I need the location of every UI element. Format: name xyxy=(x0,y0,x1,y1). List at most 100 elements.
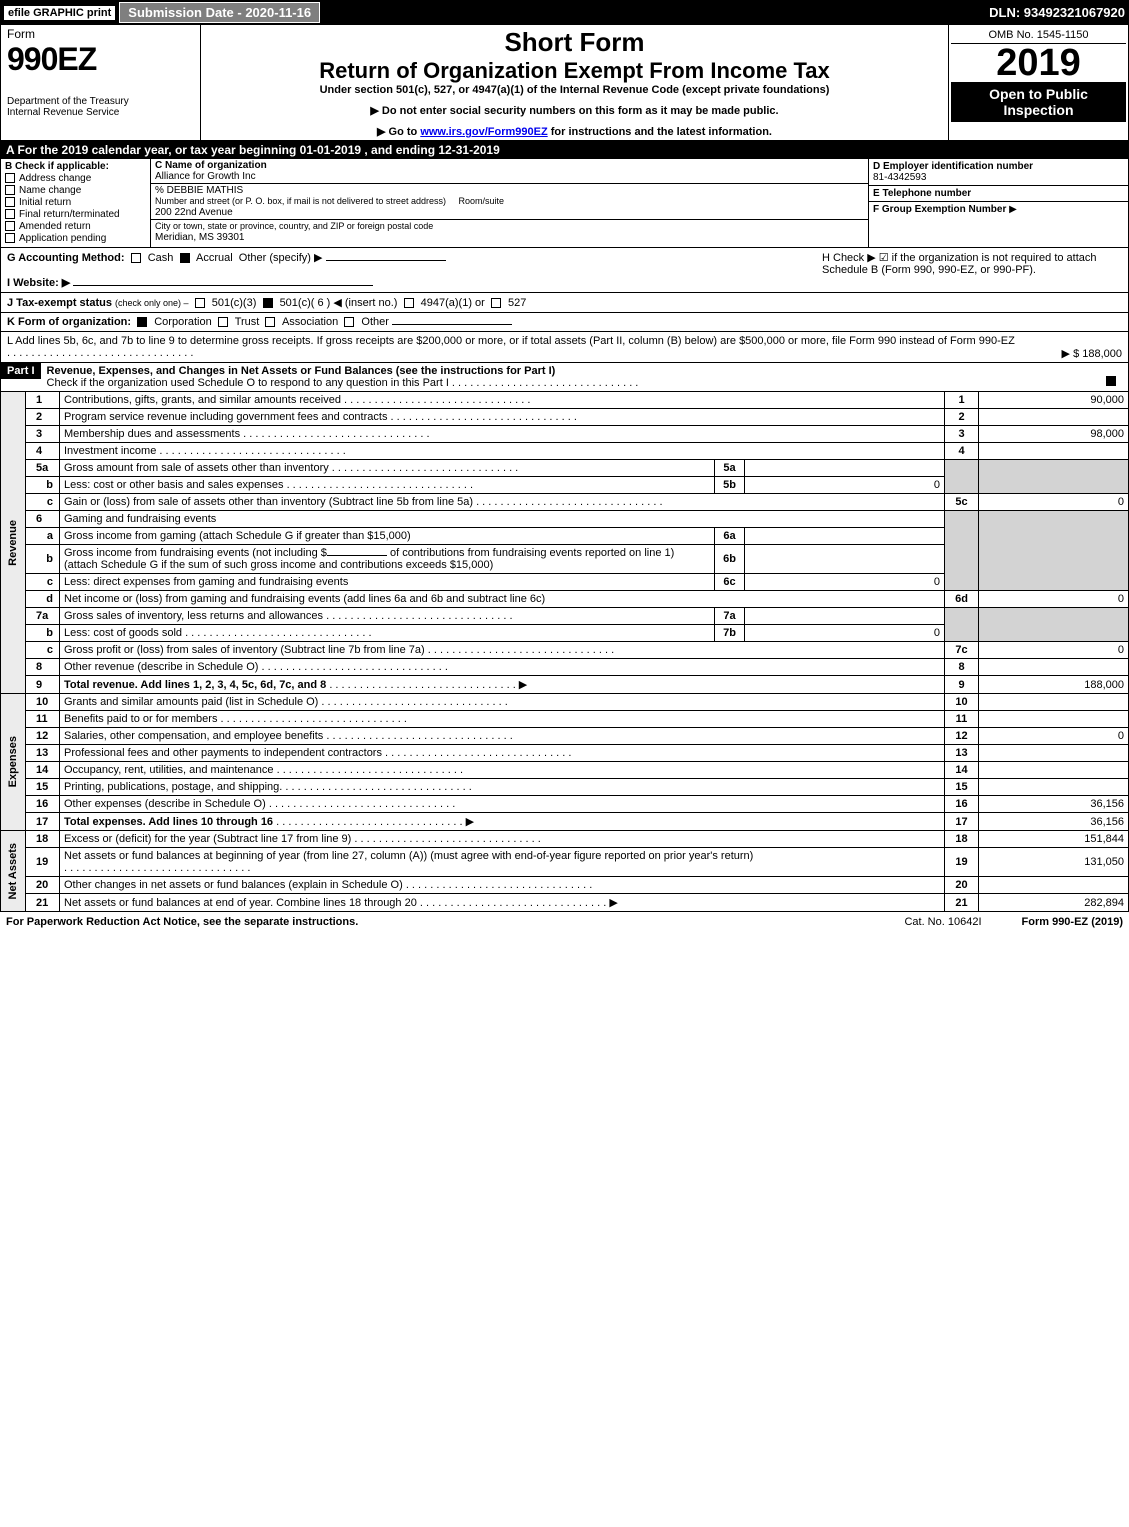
part1-header: Part I Revenue, Expenses, and Changes in… xyxy=(0,363,1129,392)
line-16-val: 36,156 xyxy=(979,796,1129,813)
line-15-val xyxy=(979,779,1129,796)
cb-assoc[interactable] xyxy=(265,317,275,327)
box-d-label: D Employer identification number xyxy=(873,161,1033,172)
cb-trust[interactable] xyxy=(218,317,228,327)
part1-table: Revenue 1Contributions, gifts, grants, a… xyxy=(0,392,1129,912)
row-g-label: G Accounting Method: xyxy=(7,252,125,264)
code-subtitle: Under section 501(c), 527, or 4947(a)(1)… xyxy=(207,84,942,96)
paperwork-notice: For Paperwork Reduction Act Notice, see … xyxy=(6,916,358,928)
form-of-org-row: K Form of organization: Corporation Trus… xyxy=(0,313,1129,332)
line-6b-subval xyxy=(745,545,945,574)
street-label: Number and street (or P. O. box, if mail… xyxy=(155,196,446,206)
room-suite-label: Room/suite xyxy=(458,196,504,206)
line-10-val xyxy=(979,694,1129,711)
header-center: Short Form Return of Organization Exempt… xyxy=(201,25,948,140)
street-address: 200 22nd Avenue xyxy=(155,207,233,218)
row-j-label: J Tax-exempt status xyxy=(7,297,112,309)
goto-link-line: ▶ Go to www.irs.gov/Form990EZ for instru… xyxy=(207,125,942,138)
part1-sub: Check if the organization used Schedule … xyxy=(47,377,449,389)
line-9-val: 188,000 xyxy=(979,676,1129,694)
cb-name-change[interactable]: Name change xyxy=(5,185,146,196)
dept-treasury: Department of the Treasury xyxy=(7,96,194,107)
cb-corp[interactable] xyxy=(137,317,147,327)
line-6d-val: 0 xyxy=(979,591,1129,608)
line-7a-subval xyxy=(745,608,945,625)
line-7c-val: 0 xyxy=(979,642,1129,659)
cb-address-change[interactable]: Address change xyxy=(5,173,146,184)
row-k-label: K Form of organization: xyxy=(7,316,131,328)
row-i-label: I Website: ▶ xyxy=(7,277,70,289)
line-13-val xyxy=(979,745,1129,762)
accounting-method-row: G Accounting Method: Cash Accrual Other … xyxy=(0,248,1129,293)
line-12-val: 0 xyxy=(979,728,1129,745)
cat-no: Cat. No. 10642I xyxy=(904,916,981,928)
dln-label: DLN: 93492321067920 xyxy=(989,5,1125,20)
line-6a-subval xyxy=(745,528,945,545)
gross-receipts-amount: ▶ $ 188,000 xyxy=(1062,347,1122,360)
group-exempt-arrow: ▶ xyxy=(1009,204,1017,215)
irs-instructions-link[interactable]: www.irs.gov/Form990EZ xyxy=(420,126,547,138)
city-label: City or town, state or province, country… xyxy=(155,221,433,231)
other-specify-label: Other (specify) ▶ xyxy=(239,252,323,264)
line-3-val: 98,000 xyxy=(979,426,1129,443)
row-l-text: L Add lines 5b, 6c, and 7b to line 9 to … xyxy=(7,335,1015,347)
page-footer: For Paperwork Reduction Act Notice, see … xyxy=(0,912,1129,932)
box-c-label: C Name of organization xyxy=(155,160,267,171)
part1-title: Revenue, Expenses, and Changes in Net As… xyxy=(47,365,556,377)
cb-527[interactable] xyxy=(491,298,501,308)
box-b-header: B Check if applicable: xyxy=(5,161,109,172)
cb-cash[interactable] xyxy=(131,253,141,263)
form-header: Form 990EZ Department of the Treasury In… xyxy=(0,25,1129,141)
form-ref: Form 990-EZ (2019) xyxy=(1022,916,1123,928)
cb-501c[interactable] xyxy=(263,298,273,308)
cb-accrual[interactable] xyxy=(180,253,190,263)
org-name: Alliance for Growth Inc xyxy=(155,171,256,182)
open-to-public-badge: Open to Public Inspection xyxy=(951,82,1126,122)
top-bar: efile GRAPHIC print Submission Date - 20… xyxy=(0,0,1129,25)
header-right: OMB No. 1545-1150 2019 Open to Public In… xyxy=(948,25,1128,140)
line-19-val: 131,050 xyxy=(979,848,1129,877)
cb-final-return[interactable]: Final return/terminated xyxy=(5,209,146,220)
line-7b-subval: 0 xyxy=(745,625,945,642)
line-5c-val: 0 xyxy=(979,494,1129,511)
submission-date-badge: Submission Date - 2020-11-16 xyxy=(119,2,320,23)
line-8-val xyxy=(979,659,1129,676)
cb-other-org[interactable] xyxy=(344,317,354,327)
line-5a-subval xyxy=(745,460,945,477)
goto-prefix: ▶ Go to xyxy=(377,126,420,138)
line-14-val xyxy=(979,762,1129,779)
no-ssn-notice: ▶ Do not enter social security numbers o… xyxy=(207,104,942,117)
efile-badge: efile GRAPHIC print xyxy=(4,6,115,20)
revenue-side-label: Revenue xyxy=(5,516,21,570)
line-17-val: 36,156 xyxy=(979,813,1129,831)
part1-schedule-o-checkbox[interactable] xyxy=(1106,376,1116,386)
period-line: A For the 2019 calendar year, or tax yea… xyxy=(0,141,1129,159)
tax-exempt-status-row: J Tax-exempt status (check only one) – 5… xyxy=(0,293,1129,313)
form-label: Form xyxy=(7,27,194,41)
cb-initial-return[interactable]: Initial return xyxy=(5,197,146,208)
row-h-sched-b: H Check ▶ ☑ if the organization is not r… xyxy=(822,251,1122,289)
goto-suffix: for instructions and the latest informat… xyxy=(551,126,772,138)
netassets-side-label: Net Assets xyxy=(5,839,21,903)
line-5b-subval: 0 xyxy=(745,477,945,494)
line-6c-subval: 0 xyxy=(745,574,945,591)
cb-application-pending[interactable]: Application pending xyxy=(5,233,146,244)
ein-value: 81-4342593 xyxy=(873,172,1124,183)
line-4-val xyxy=(979,443,1129,460)
id-phone-group: D Employer identification number 81-4342… xyxy=(868,159,1128,247)
form-number: 990EZ xyxy=(7,41,194,78)
line-2-val xyxy=(979,409,1129,426)
return-title: Return of Organization Exempt From Incom… xyxy=(207,58,942,84)
line-18-val: 151,844 xyxy=(979,831,1129,848)
entity-info: B Check if applicable: Address change Na… xyxy=(0,159,1129,248)
box-e-label: E Telephone number xyxy=(873,188,971,199)
city-state-zip: Meridian, MS 39301 xyxy=(155,232,245,243)
care-of: % DEBBIE MATHIS xyxy=(155,185,243,196)
cb-amended-return[interactable]: Amended return xyxy=(5,221,146,232)
gross-receipts-row: L Add lines 5b, 6c, and 7b to line 9 to … xyxy=(0,332,1129,363)
line-11-val xyxy=(979,711,1129,728)
cb-501c3[interactable] xyxy=(195,298,205,308)
part1-badge: Part I xyxy=(1,363,41,379)
short-form-title: Short Form xyxy=(207,27,942,58)
cb-4947[interactable] xyxy=(404,298,414,308)
